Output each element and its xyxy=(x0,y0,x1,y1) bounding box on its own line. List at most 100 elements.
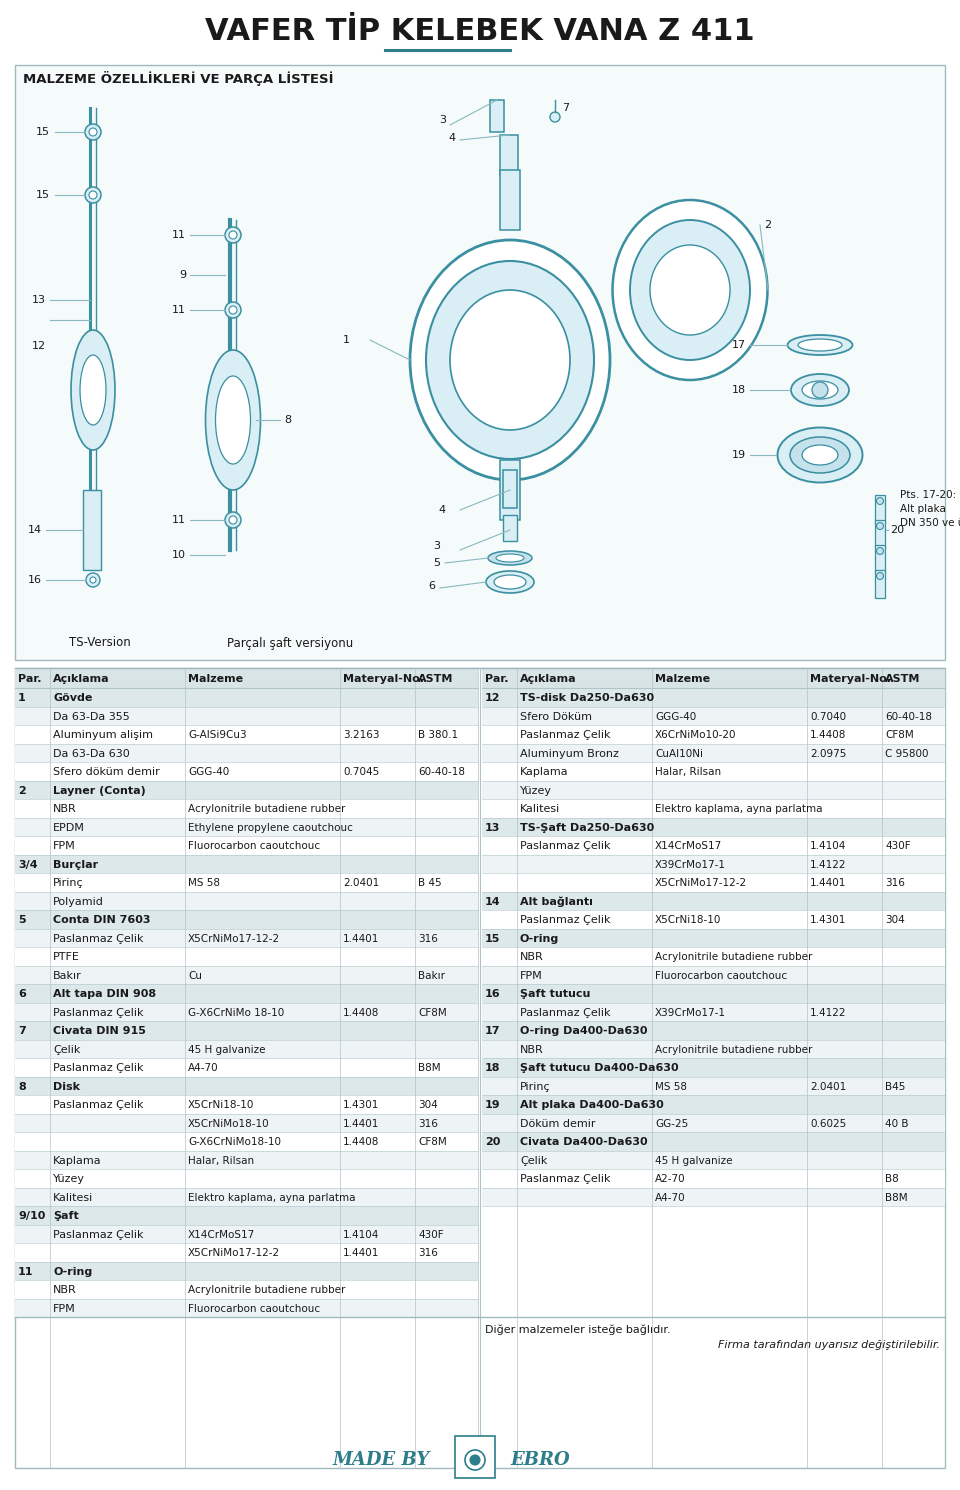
Text: Alt bağlantı: Alt bağlantı xyxy=(520,897,593,907)
Text: Bakır: Bakır xyxy=(53,971,82,980)
Bar xyxy=(15,1243,478,1262)
Text: 17: 17 xyxy=(732,340,746,350)
Bar xyxy=(482,726,945,744)
Bar xyxy=(482,1040,945,1058)
Text: 45 H galvanize: 45 H galvanize xyxy=(188,1044,266,1055)
Circle shape xyxy=(876,523,883,529)
Bar xyxy=(15,854,478,873)
Bar xyxy=(15,668,945,1468)
Text: Civata DIN 915: Civata DIN 915 xyxy=(53,1027,146,1036)
Ellipse shape xyxy=(486,571,534,593)
Text: X14CrMoS17: X14CrMoS17 xyxy=(188,1229,255,1240)
Text: Paslanmaz Çelik: Paslanmaz Çelik xyxy=(53,934,143,943)
Text: X5CrNiMo17-12-2: X5CrNiMo17-12-2 xyxy=(188,1249,280,1258)
Text: Da 63-Da 630: Da 63-Da 630 xyxy=(53,749,130,758)
Bar xyxy=(15,1040,478,1058)
Text: Malzeme: Malzeme xyxy=(188,673,243,684)
Ellipse shape xyxy=(426,261,594,459)
Text: Fluorocarbon caoutchouc: Fluorocarbon caoutchouc xyxy=(188,1304,320,1314)
Text: Açıklama: Açıklama xyxy=(520,673,577,684)
Bar xyxy=(15,744,478,761)
Text: 430F: 430F xyxy=(885,842,911,851)
Text: 1.4401: 1.4401 xyxy=(343,934,379,943)
Circle shape xyxy=(85,124,101,140)
Text: FPM: FPM xyxy=(520,971,542,980)
Text: 4: 4 xyxy=(449,133,456,143)
Text: B45: B45 xyxy=(885,1082,905,1092)
Text: 9/10: 9/10 xyxy=(18,1211,45,1222)
Text: Civata Da400-Da630: Civata Da400-Da630 xyxy=(520,1137,648,1147)
Text: Paslanmaz Çelik: Paslanmaz Çelik xyxy=(520,1007,611,1018)
Text: B8M: B8M xyxy=(418,1064,441,1073)
Text: Malzeme: Malzeme xyxy=(655,673,710,684)
Circle shape xyxy=(89,128,97,136)
Text: X39CrMo17-1: X39CrMo17-1 xyxy=(655,1007,726,1018)
Circle shape xyxy=(876,498,883,505)
Text: Şaft tutucu Da400-Da630: Şaft tutucu Da400-Da630 xyxy=(520,1064,679,1073)
Text: 6: 6 xyxy=(18,989,26,1000)
Bar xyxy=(482,1021,945,1040)
Text: 16: 16 xyxy=(28,575,42,586)
Text: Acrylonitrile butadiene rubber: Acrylonitrile butadiene rubber xyxy=(655,1044,812,1055)
Circle shape xyxy=(90,577,96,583)
Text: MS 58: MS 58 xyxy=(655,1082,687,1092)
Text: 304: 304 xyxy=(885,915,904,925)
Text: Materyal-No.: Materyal-No. xyxy=(810,673,891,684)
Text: 1.4301: 1.4301 xyxy=(343,1100,379,1110)
Bar xyxy=(15,688,478,706)
Text: 0.7040: 0.7040 xyxy=(810,712,846,721)
Bar xyxy=(482,836,945,854)
Bar xyxy=(15,928,478,948)
Circle shape xyxy=(550,112,560,122)
Text: Kaplama: Kaplama xyxy=(520,767,568,778)
Bar xyxy=(455,1436,495,1478)
Bar xyxy=(482,799,945,818)
Ellipse shape xyxy=(410,240,610,480)
Text: B 380.1: B 380.1 xyxy=(418,730,458,741)
Text: 3: 3 xyxy=(433,541,440,551)
Text: 11: 11 xyxy=(18,1266,34,1277)
Bar xyxy=(482,1188,945,1205)
Circle shape xyxy=(812,381,828,398)
Bar xyxy=(15,1262,478,1280)
Text: 6: 6 xyxy=(428,581,435,592)
Text: Kalitesi: Kalitesi xyxy=(520,805,561,814)
Text: B 45: B 45 xyxy=(418,878,442,888)
Bar xyxy=(15,1095,478,1113)
Bar xyxy=(15,1225,478,1243)
Text: Fluorocarbon caoutchouc: Fluorocarbon caoutchouc xyxy=(655,971,787,980)
Text: X5CrNiMo17-12-2: X5CrNiMo17-12-2 xyxy=(655,878,747,888)
Text: Pirinç: Pirinç xyxy=(520,1082,551,1092)
Ellipse shape xyxy=(488,551,532,565)
Text: Acrylonitrile butadiene rubber: Acrylonitrile butadiene rubber xyxy=(655,952,812,963)
Text: G-AlSi9Cu3: G-AlSi9Cu3 xyxy=(188,730,247,741)
Bar xyxy=(875,495,885,523)
Bar xyxy=(15,1205,478,1225)
Ellipse shape xyxy=(790,437,850,472)
Text: GGG-40: GGG-40 xyxy=(655,712,696,721)
Text: 11: 11 xyxy=(172,516,186,524)
Text: PTFE: PTFE xyxy=(53,952,80,963)
Ellipse shape xyxy=(787,335,852,355)
Circle shape xyxy=(225,513,241,527)
Text: 11: 11 xyxy=(172,229,186,240)
Text: Paslanmaz Çelik: Paslanmaz Çelik xyxy=(53,1229,143,1240)
Bar xyxy=(490,100,504,133)
Bar xyxy=(503,516,517,541)
Bar xyxy=(15,1170,478,1188)
Text: Disk: Disk xyxy=(53,1082,80,1092)
Text: 2.0401: 2.0401 xyxy=(343,878,379,888)
Text: C 95800: C 95800 xyxy=(885,749,928,758)
Text: GG-25: GG-25 xyxy=(655,1119,688,1129)
Bar xyxy=(482,873,945,891)
Text: Açıklama: Açıklama xyxy=(53,673,109,684)
Bar xyxy=(482,1003,945,1021)
Text: 1: 1 xyxy=(18,693,26,703)
Text: 5: 5 xyxy=(18,915,26,925)
Text: Parçalı şaft versiyonu: Parçalı şaft versiyonu xyxy=(227,636,353,650)
Ellipse shape xyxy=(612,200,767,380)
Text: 60-40-18: 60-40-18 xyxy=(885,712,932,721)
Text: 5: 5 xyxy=(433,557,440,568)
Bar xyxy=(15,818,478,836)
Bar xyxy=(482,948,945,966)
